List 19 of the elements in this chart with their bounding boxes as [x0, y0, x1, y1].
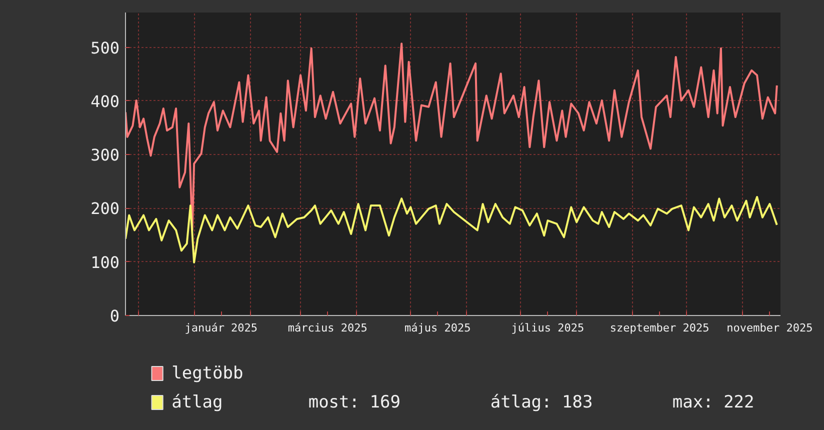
text: max: 222: [672, 392, 754, 412]
text: átlag: 183: [490, 392, 593, 412]
line-series: [126, 196, 778, 264]
x-tick-label: március 2025: [288, 322, 368, 334]
x-tick-label: január 2025: [184, 322, 258, 334]
line-series: [126, 42, 778, 232]
x-tick-label: július 2025: [511, 322, 584, 334]
x-tick-label: május 2025: [404, 322, 471, 334]
y-tick-label: 100: [90, 252, 120, 272]
y-tick-label: 0: [110, 306, 120, 326]
x-tick-label: szeptember 2025: [610, 322, 710, 334]
y-tick-label: 200: [90, 199, 120, 218]
legend-label: legtöbb: [172, 364, 244, 384]
y-tick-label: 500: [90, 38, 120, 58]
y-tick-label: 400: [90, 92, 120, 111]
legend-label: átlag: [172, 392, 223, 412]
y-tick-label: 300: [90, 146, 120, 165]
text: most: 169: [308, 392, 400, 412]
x-tick-label: november 2025: [726, 322, 813, 334]
